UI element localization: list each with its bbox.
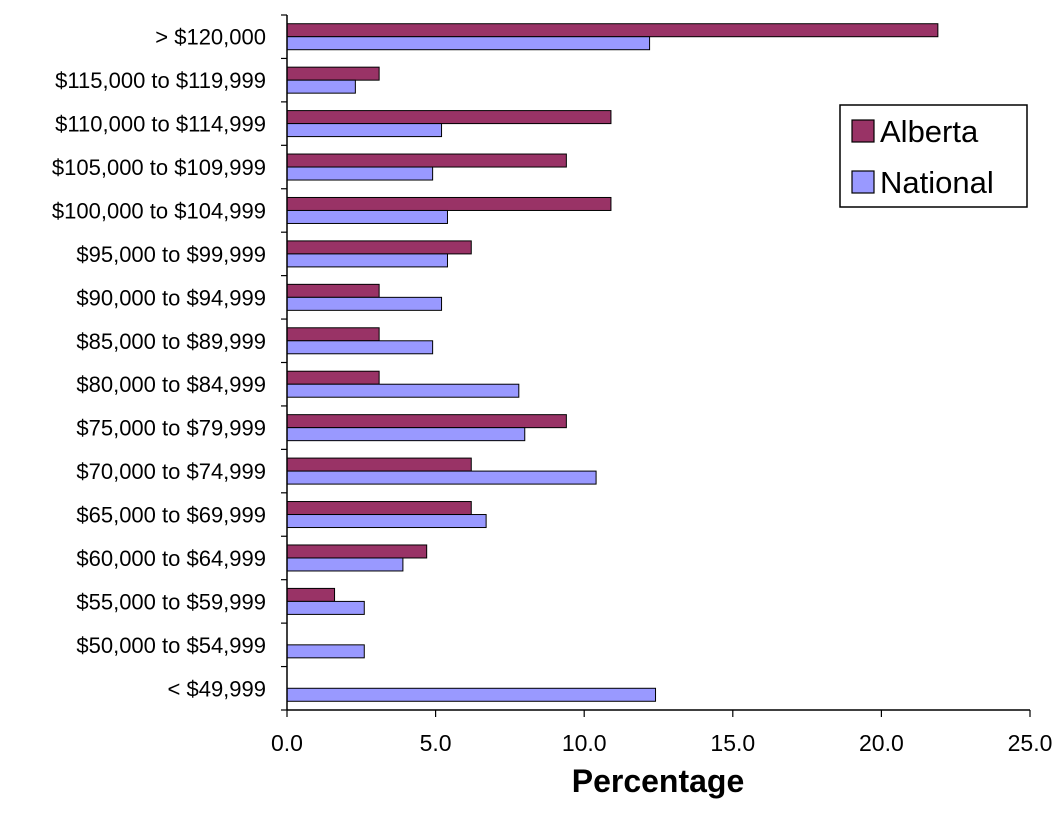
- category-label: $70,000 to $74,999: [76, 459, 266, 484]
- bar-alberta: [286, 66, 380, 81]
- bar-national: [286, 644, 365, 659]
- bar-alberta: [286, 196, 612, 211]
- y-axis-ticks: [281, 14, 287, 711]
- bar-alberta: [286, 501, 472, 516]
- category-label: $85,000 to $89,999: [76, 329, 266, 354]
- category-label: $50,000 to $54,999: [76, 633, 266, 658]
- x-axis-ticks: 0.0 5.0 10.0 15.0 20.0 25.0: [271, 710, 1052, 756]
- bar-national: [286, 470, 597, 485]
- bar-alberta: [286, 327, 380, 342]
- x-axis-title: Percentage: [572, 763, 745, 799]
- bar-national: [286, 557, 404, 572]
- category-label: $60,000 to $64,999: [76, 546, 266, 571]
- bar-national: [286, 600, 365, 615]
- category-label: > $120,000: [155, 25, 266, 50]
- category-label: $65,000 to $69,999: [76, 503, 266, 528]
- legend-swatch-alberta: [851, 119, 875, 143]
- x-tick-label: 25.0: [1008, 730, 1053, 756]
- category-label: < $49,999: [168, 676, 266, 701]
- x-tick-label: 5.0: [420, 730, 452, 756]
- bar-national: [286, 253, 448, 268]
- x-tick-label: 20.0: [859, 730, 904, 756]
- bar-national: [286, 687, 657, 702]
- category-label: $90,000 to $94,999: [76, 285, 266, 310]
- bar-alberta: [286, 414, 567, 429]
- x-tick-label: 15.0: [710, 730, 755, 756]
- bar-national: [286, 427, 526, 442]
- bar-alberta: [286, 370, 380, 385]
- category-label: $110,000 to $114,999: [55, 112, 266, 137]
- bar-national: [286, 383, 520, 398]
- category-label: $105,000 to $109,999: [52, 155, 266, 180]
- bar-alberta: [286, 587, 336, 602]
- category-label: $95,000 to $99,999: [76, 242, 266, 267]
- x-tick-label: 0.0: [271, 730, 303, 756]
- bar-alberta: [286, 544, 428, 559]
- legend-label-national: National: [880, 165, 994, 200]
- legend-label-alberta: Alberta: [880, 114, 979, 149]
- bar-national: [286, 209, 448, 224]
- bar-national: [286, 36, 651, 51]
- category-label: $80,000 to $84,999: [76, 372, 266, 397]
- category-label: $100,000 to $104,999: [52, 198, 266, 223]
- bar-national: [286, 340, 434, 355]
- bar-national: [286, 296, 443, 311]
- bar-national: [286, 166, 434, 181]
- x-tick-label: 10.0: [562, 730, 607, 756]
- bar-alberta: [286, 283, 380, 298]
- category-label: $55,000 to $59,999: [76, 589, 266, 614]
- bar-national: [286, 514, 487, 529]
- category-label: $75,000 to $79,999: [76, 416, 266, 441]
- legend-swatch-national: [851, 170, 875, 194]
- bar-alberta: [286, 240, 472, 255]
- bar-alberta: [286, 23, 939, 38]
- category-labels: > $120,000 $115,000 to $119,999 $110,000 t…: [52, 25, 266, 702]
- bar-alberta: [286, 457, 472, 472]
- bar-national: [286, 123, 443, 138]
- bar-alberta: [286, 110, 612, 125]
- bar-alberta: [286, 153, 567, 168]
- legend: Alberta National: [839, 104, 1028, 208]
- bar-national: [286, 79, 356, 94]
- category-label: $115,000 to $119,999: [55, 68, 266, 93]
